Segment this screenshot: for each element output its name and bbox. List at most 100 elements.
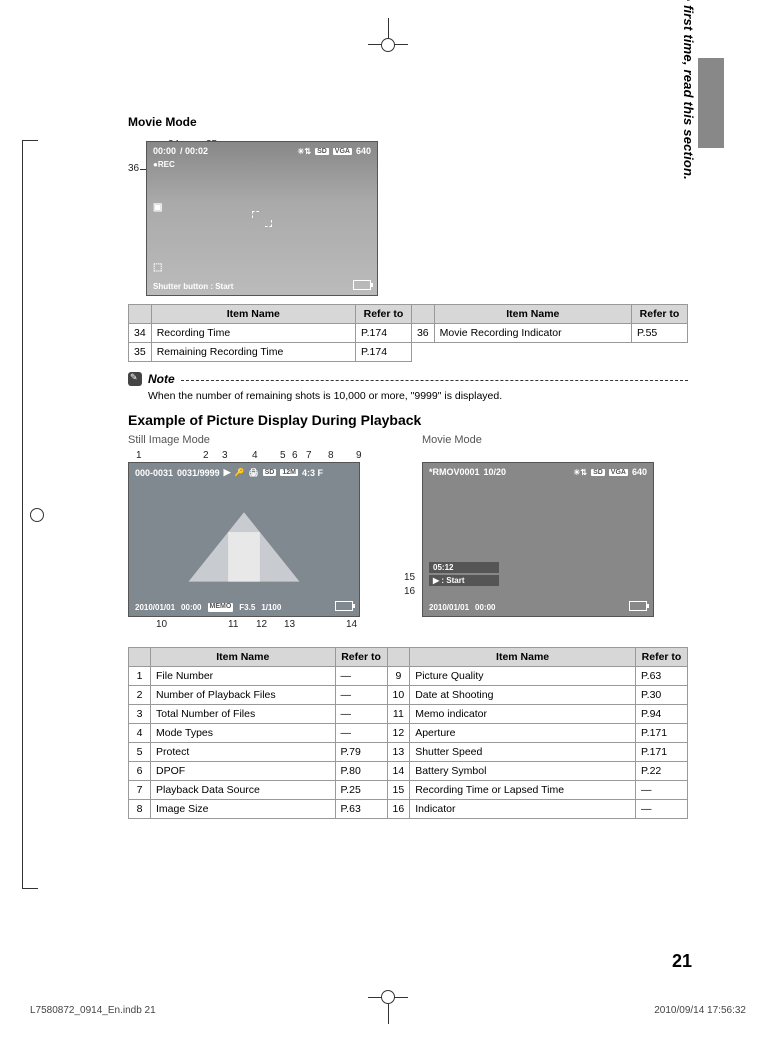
memo-icon: MEMO: [208, 603, 234, 612]
row-name: Remaining Recording Time: [151, 343, 355, 362]
battery-icon: [335, 601, 353, 611]
row-page: P.63: [335, 800, 387, 819]
row-num: 15: [387, 781, 410, 800]
col-item-name-2: Item Name: [434, 305, 631, 324]
callout-8: 8: [328, 450, 334, 461]
movie-mode-heading: Movie Mode: [128, 115, 718, 129]
still-display: 000-0031 0031/9999 ▶ 🔑 🖨 SD 12M 4:3 F 20…: [128, 462, 360, 617]
focus-brackets: [252, 211, 272, 227]
row-num: 35: [129, 343, 152, 362]
row-num: 1: [129, 667, 151, 686]
page-content: Movie Mode 34 35 36 00:00 / 00:02 ☀⇅ SD …: [128, 115, 718, 819]
callout-13: 13: [284, 619, 295, 630]
row-name: Protect: [151, 743, 336, 762]
rec-indicator: ●REC: [153, 160, 175, 169]
row-page: —: [636, 800, 688, 819]
callout-12: 12: [256, 619, 267, 630]
row-page: P.63: [636, 667, 688, 686]
col-item-name-2: Item Name: [410, 648, 636, 667]
row-num: 14: [387, 762, 410, 781]
dpof-icon: 🖨: [248, 468, 258, 477]
row-num: 34: [129, 324, 152, 343]
callout-7: 7: [306, 450, 312, 461]
protect-icon: 🔑: [235, 468, 245, 477]
date: 2010/01/01: [429, 603, 469, 612]
row-page: P.174: [355, 343, 411, 362]
elapsed-time: 00:00: [153, 146, 176, 156]
file-number: 000-0031: [135, 468, 173, 478]
col-refer-to: Refer to: [355, 305, 411, 324]
row-name: Image Size: [151, 800, 336, 819]
movie-mode-display: 00:00 / 00:02 ☀⇅ SD VGA 640 ●REC ▣ ⬚ Shu…: [146, 141, 378, 296]
row-page: —: [335, 705, 387, 724]
callout-15: 15: [404, 572, 415, 583]
callout-1: 1: [136, 450, 142, 461]
row-page: P.171: [636, 743, 688, 762]
date: 2010/01/01: [135, 603, 175, 612]
row-name: Mode Types: [151, 724, 336, 743]
row-num: 6: [129, 762, 151, 781]
shutter-speed: 1/100: [261, 603, 281, 612]
note-icon: [128, 372, 142, 386]
row-page: P.79: [335, 743, 387, 762]
page-number: 21: [672, 951, 692, 972]
still-label: Still Image Mode: [128, 434, 398, 446]
ratio: 4:3 F: [302, 468, 323, 478]
movie-playback-display: *RMOV0001 10/20 ☀⇅ SD VGA 640 05:12 ▶ : …: [422, 462, 654, 617]
row-num: 2: [129, 686, 151, 705]
row-page: P.174: [355, 324, 411, 343]
play-icon: ▶: [224, 467, 231, 478]
aperture: F3.5: [239, 603, 255, 612]
row-page: —: [335, 724, 387, 743]
row-name: Memo indicator: [410, 705, 636, 724]
row-page: P.80: [335, 762, 387, 781]
callout-3: 3: [222, 450, 228, 461]
playback-table: Item Name Refer to Item Name Refer to 1F…: [128, 647, 688, 819]
row-page: P.171: [636, 724, 688, 743]
callout-5: 5: [280, 450, 286, 461]
row-name: Number of Playback Files: [151, 686, 336, 705]
vga-icon: VGA: [609, 469, 628, 476]
row-name: Shutter Speed: [410, 743, 636, 762]
col-item-name: Item Name: [151, 648, 336, 667]
time: 00:00: [181, 603, 201, 612]
note-body: When the number of remaining shots is 10…: [148, 390, 718, 402]
row-name: Total Number of Files: [151, 705, 336, 724]
row-name: Battery Symbol: [410, 762, 636, 781]
row-num: 9: [387, 667, 410, 686]
row-num: 4: [129, 724, 151, 743]
row-page: P.22: [636, 762, 688, 781]
af-icon: ▣: [153, 202, 162, 213]
battery-icon: [629, 601, 647, 611]
row-page: P.94: [636, 705, 688, 724]
callout-36: 36: [128, 163, 139, 174]
row-page: —: [636, 781, 688, 800]
movie-playback-label: Movie Mode: [422, 434, 692, 446]
battery-icon: [353, 280, 371, 290]
note-label: Note: [148, 372, 175, 386]
row-num: 12: [387, 724, 410, 743]
wb-icon: ⬚: [153, 262, 162, 273]
callout-4: 4: [252, 450, 258, 461]
footer-timestamp: 2010/09/14 17:56:32: [654, 1005, 746, 1016]
footer-filename: L7580872_0914_En.indb 21: [30, 1005, 156, 1016]
row-page: P.55: [632, 324, 688, 343]
row-page: —: [335, 667, 387, 686]
resolution: 640: [632, 467, 647, 477]
row-name: Indicator: [410, 800, 636, 819]
ev-icon: ☀⇅: [297, 147, 311, 156]
callout-6: 6: [292, 450, 298, 461]
resolution: 640: [356, 146, 371, 156]
row-num: 5: [129, 743, 151, 762]
callout-2: 2: [203, 450, 209, 461]
row-page: P.30: [636, 686, 688, 705]
time: 00:00: [475, 603, 495, 612]
playback-count: 10/20: [484, 467, 507, 477]
sd-icon: SD: [315, 148, 329, 155]
row-name: Aperture: [410, 724, 636, 743]
callout-16: 16: [404, 586, 415, 597]
ev-icon: ☀⇅: [573, 468, 587, 477]
movie-mode-table: Item Name Refer to Item Name Refer to 34…: [128, 304, 688, 362]
row-num: 8: [129, 800, 151, 819]
col-refer-to-2: Refer to: [632, 305, 688, 324]
